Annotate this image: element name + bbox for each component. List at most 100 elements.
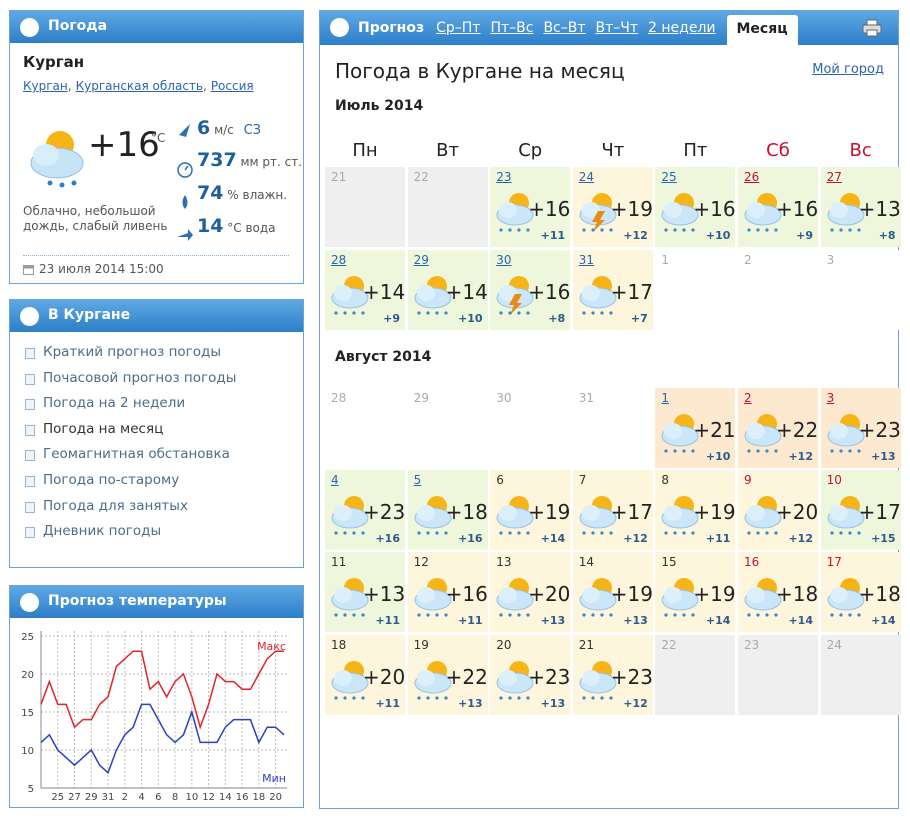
day-cell[interactable]: 2 +22 +12 — [738, 388, 818, 468]
tab[interactable]: 2 недели — [648, 20, 716, 36]
day-cell[interactable]: 23 +16 +11 — [490, 167, 570, 247]
drop — [682, 449, 686, 453]
day-cell[interactable]: 27 +13 +8 — [820, 167, 901, 247]
day-cell[interactable]: 31 +17 +7 — [572, 250, 653, 330]
divider — [23, 255, 289, 256]
location-link[interactable]: Россия — [210, 79, 254, 93]
nav-link[interactable]: Геомагнитная обстановка — [43, 446, 230, 463]
nav-link[interactable]: Погода для занятых — [43, 497, 188, 514]
day-cell[interactable]: 6 +19 +14 — [490, 470, 570, 550]
drop — [343, 531, 347, 535]
day-cell[interactable]: 11 +13 +11 — [325, 552, 405, 632]
day-cell[interactable]: 30 +16 +8 — [490, 250, 570, 330]
wind-unit: м/с — [214, 123, 234, 137]
day-cell[interactable]: 28 +14 +9 — [325, 250, 405, 330]
cloud — [664, 202, 683, 218]
day-cell[interactable]: 21 +23 +12 — [572, 635, 653, 715]
location-link[interactable]: Курганская область — [75, 79, 203, 93]
max-temp: +20 — [776, 500, 819, 524]
drop — [847, 449, 852, 453]
day-cell[interactable]: 26 +16 +9 — [738, 167, 818, 247]
day-cell[interactable]: 4 +23 +16 — [325, 470, 405, 550]
day-number[interactable]: 1 — [661, 391, 670, 405]
day-cell[interactable]: 18 +20 +11 — [325, 635, 405, 715]
weather-icon — [496, 661, 534, 700]
day-cell[interactable]: 17 +18 +14 — [820, 552, 901, 632]
list-icon — [25, 424, 35, 436]
day-cell[interactable]: 3 +23 +13 — [820, 388, 901, 468]
nav-link[interactable]: Дневник погоды — [43, 523, 162, 540]
day-cell[interactable]: 25 +16 +10 — [655, 167, 736, 247]
panel-header: В Кургане — [10, 300, 303, 332]
day-cell[interactable]: 16 +18 +14 — [738, 552, 818, 632]
cloud — [416, 285, 435, 301]
my-city-link[interactable]: Мой город — [812, 62, 884, 77]
drop — [508, 696, 512, 700]
nav-link[interactable]: Почасовой прогноз погоды — [43, 369, 237, 386]
drop — [664, 613, 668, 617]
list-icon — [25, 527, 35, 539]
tab[interactable]: Пт–Вс — [490, 20, 534, 36]
weather-icon — [331, 276, 369, 315]
day-cell[interactable]: 8 +19 +11 — [655, 470, 736, 550]
tab[interactable]: Ср–Пт — [436, 20, 481, 36]
day-cell[interactable]: 7 +17 +12 — [572, 470, 653, 550]
day-number[interactable]: 23 — [496, 170, 512, 184]
tab[interactable]: Вс–Вт — [543, 20, 586, 36]
humidity-value: 74 — [197, 182, 224, 204]
nav-link[interactable]: Погода по-старому — [43, 472, 180, 488]
drop — [838, 449, 843, 453]
day-cell[interactable]: 20 +23 +13 — [490, 635, 570, 715]
drop — [774, 613, 778, 617]
day-cell[interactable]: 24 +19 +12 — [572, 167, 653, 247]
day-number: 22 — [661, 638, 677, 652]
drop — [682, 613, 686, 617]
day-cell[interactable]: 29 +14 +10 — [407, 250, 488, 330]
drop — [600, 228, 604, 232]
weather-icon — [414, 578, 452, 617]
min-temp: +9 — [796, 229, 813, 242]
day-number[interactable]: 2 — [744, 391, 752, 405]
day-number[interactable]: 3 — [826, 391, 835, 405]
drop — [856, 449, 861, 453]
day-cell[interactable]: 5 +18 +16 — [407, 470, 488, 550]
day-cell[interactable]: 9 +20 +12 — [738, 470, 818, 550]
max-temp: +23 — [528, 665, 571, 689]
day-number[interactable]: 31 — [578, 253, 595, 267]
nav-link[interactable]: Погода на 2 недели — [43, 395, 186, 412]
pressure: 737 мм рт. ст. — [197, 149, 302, 171]
day-number[interactable]: 27 — [826, 170, 842, 184]
weather-icon — [30, 131, 84, 188]
day-cell[interactable]: 13 +20 +13 — [490, 552, 570, 632]
day-cell[interactable]: 19 +22 +13 — [407, 635, 488, 715]
min-temp: +9 — [383, 312, 400, 325]
day-cell[interactable]: 1 +21 +10 — [655, 388, 736, 468]
drop — [334, 696, 338, 700]
day-cell[interactable]: 10 +17 +15 — [820, 470, 901, 550]
day-number: 1 — [661, 253, 670, 267]
day-cell[interactable]: 12 +16 +11 — [407, 552, 488, 632]
min-temp: +14 — [788, 614, 813, 627]
day-number[interactable]: 30 — [496, 253, 512, 267]
day-cell[interactable]: 15 +19 +14 — [655, 552, 736, 632]
tab[interactable]: Вт–Чт — [595, 20, 639, 36]
print-icon[interactable] — [862, 19, 882, 37]
day-number[interactable]: 25 — [661, 170, 677, 184]
nav-link[interactable]: Краткий прогноз погоды — [43, 344, 222, 360]
day-number[interactable]: 4 — [331, 473, 339, 487]
location-link[interactable]: Курган — [23, 79, 68, 93]
max-temp: +16 — [693, 197, 736, 221]
list-icon — [25, 373, 35, 385]
day-cell: 23 — [738, 635, 818, 715]
min-temp: +12 — [623, 532, 648, 545]
day-number[interactable]: 26 — [744, 170, 760, 184]
day-cell[interactable]: 14 +19 +13 — [572, 552, 653, 632]
day-number: 18 — [331, 638, 347, 652]
day-number[interactable]: 28 — [331, 253, 347, 267]
cloud — [829, 505, 848, 521]
y-tick-label: 20 — [21, 670, 34, 681]
day-number[interactable]: 24 — [578, 170, 595, 184]
day-number[interactable]: 5 — [413, 473, 422, 487]
drop — [756, 531, 760, 535]
day-number[interactable]: 29 — [413, 253, 429, 267]
